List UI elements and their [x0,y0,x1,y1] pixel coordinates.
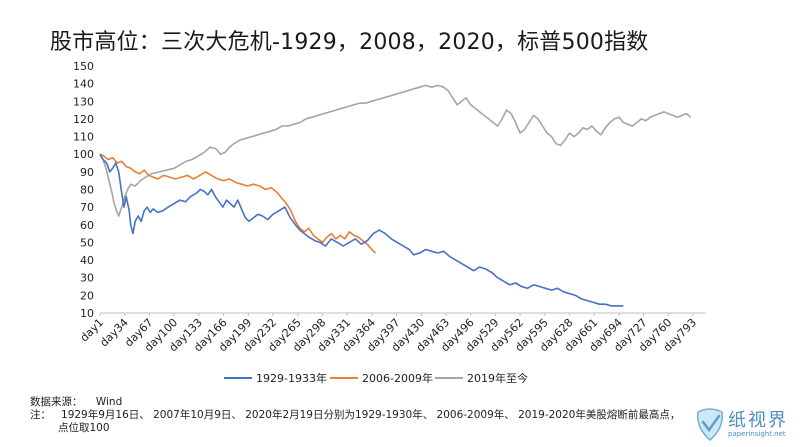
y-tick-label: 100 [73,148,94,161]
source-label: 数据来源： [30,396,83,408]
series-line-1929-1933年 [99,153,624,307]
series-line-2006-2009年 [99,153,377,254]
series-line-2019年至今 [99,84,692,217]
note-label: 注： [30,409,51,421]
x-axis: day1day34day67day100day133day166day199da… [78,312,706,354]
y-tick-label: 110 [73,131,94,144]
source-line: 数据来源： Wind [30,396,680,409]
page-title: 股市高位：三次大危机-1929，2008，2020，标普500指数 [50,30,649,55]
y-tick-label: 90 [80,166,94,179]
logo-text: 纸视界 [728,410,788,431]
logo-url: paperinsight.net [728,430,786,438]
y-tick-label: 10 [80,307,94,320]
y-axis: 10 20 30 40 50 60 70 80 90 100 110 120 130 140 150 [73,60,94,320]
logo-icon [697,408,723,441]
chart-notes: 数据来源： Wind 注： 1929年9月16日、 2007年10月9日、 20… [30,396,680,435]
y-tick-label: 20 [80,289,94,302]
y-tick-label: 40 [80,254,94,267]
series-lines [99,84,692,307]
legend: 1929-1933年 2006-2009年 2019年至今 [224,371,528,385]
y-tick-label: 140 [73,78,94,91]
legend-label: 2019年至今 [467,371,528,385]
source-value: Wind [95,396,123,408]
note-line-2: 点位取100 [58,422,110,434]
legend-label: 1929-1933年 [256,371,327,385]
note-line: 注： 1929年9月16日、 2007年10月9日、 2020年2月19日分别为… [30,409,680,422]
note-text: 1929年9月16日、 2007年10月9日、 2020年2月19日分别为192… [61,409,681,421]
legend-label: 2006-2009年 [362,371,433,385]
y-tick-label: 130 [73,95,94,108]
y-tick-label: 60 [80,219,94,232]
y-tick-label: 150 [73,60,94,73]
watermark-logo: 纸视界 paperinsight.net [694,404,794,444]
y-tick-label: 70 [80,201,94,214]
y-tick-label: 30 [80,272,94,285]
y-tick-label: 120 [73,113,94,126]
y-tick-label: 80 [80,184,94,197]
y-tick-label: 50 [80,236,94,249]
